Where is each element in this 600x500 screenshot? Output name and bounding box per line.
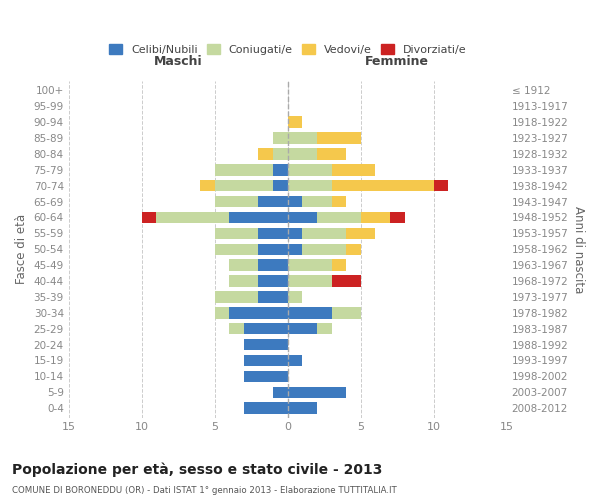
- Bar: [331, 164, 376, 175]
- Bar: [331, 196, 346, 207]
- Bar: [287, 402, 317, 414]
- Y-axis label: Fasce di età: Fasce di età: [15, 214, 28, 284]
- Bar: [215, 164, 273, 175]
- Bar: [259, 260, 287, 271]
- Bar: [244, 339, 287, 350]
- Bar: [317, 132, 361, 144]
- Bar: [287, 291, 302, 302]
- Bar: [215, 196, 259, 207]
- Bar: [215, 228, 259, 239]
- Legend: Celibi/Nubili, Coniugati/e, Vedovi/e, Divorziati/e: Celibi/Nubili, Coniugati/e, Vedovi/e, Di…: [104, 39, 471, 59]
- Bar: [259, 228, 287, 239]
- Bar: [317, 323, 331, 334]
- Bar: [215, 180, 273, 192]
- Bar: [346, 228, 376, 239]
- Bar: [273, 180, 287, 192]
- Bar: [259, 148, 273, 160]
- Bar: [229, 212, 287, 223]
- Bar: [390, 212, 404, 223]
- Bar: [287, 116, 302, 128]
- Bar: [287, 148, 317, 160]
- Bar: [142, 212, 156, 223]
- Bar: [259, 291, 287, 302]
- Text: Maschi: Maschi: [154, 55, 202, 68]
- Bar: [434, 180, 448, 192]
- Bar: [259, 276, 287, 286]
- Text: Femmine: Femmine: [365, 55, 429, 68]
- Bar: [287, 196, 302, 207]
- Bar: [287, 212, 317, 223]
- Bar: [287, 164, 331, 175]
- Text: Popolazione per età, sesso e stato civile - 2013: Popolazione per età, sesso e stato civil…: [12, 462, 382, 477]
- Bar: [302, 196, 331, 207]
- Bar: [156, 212, 229, 223]
- Bar: [287, 307, 331, 318]
- Bar: [287, 132, 317, 144]
- Bar: [346, 244, 361, 255]
- Bar: [244, 370, 287, 382]
- Bar: [229, 276, 259, 286]
- Bar: [317, 148, 346, 160]
- Bar: [331, 180, 434, 192]
- Bar: [244, 323, 287, 334]
- Bar: [287, 386, 346, 398]
- Bar: [200, 180, 215, 192]
- Bar: [273, 148, 287, 160]
- Bar: [287, 323, 317, 334]
- Bar: [287, 354, 302, 366]
- Bar: [215, 244, 259, 255]
- Bar: [244, 402, 287, 414]
- Bar: [273, 132, 287, 144]
- Bar: [229, 260, 259, 271]
- Bar: [302, 244, 346, 255]
- Bar: [302, 228, 346, 239]
- Bar: [331, 307, 361, 318]
- Bar: [287, 244, 302, 255]
- Bar: [259, 244, 287, 255]
- Bar: [287, 260, 331, 271]
- Bar: [361, 212, 390, 223]
- Bar: [287, 228, 302, 239]
- Bar: [229, 323, 244, 334]
- Bar: [331, 260, 346, 271]
- Bar: [259, 196, 287, 207]
- Bar: [244, 354, 287, 366]
- Bar: [273, 386, 287, 398]
- Bar: [331, 276, 361, 286]
- Y-axis label: Anni di nascita: Anni di nascita: [572, 206, 585, 293]
- Bar: [287, 180, 331, 192]
- Bar: [215, 307, 229, 318]
- Bar: [287, 276, 331, 286]
- Bar: [215, 291, 259, 302]
- Bar: [229, 307, 287, 318]
- Bar: [317, 212, 361, 223]
- Bar: [273, 164, 287, 175]
- Text: COMUNE DI BORONEDDU (OR) - Dati ISTAT 1° gennaio 2013 - Elaborazione TUTTITALIA.: COMUNE DI BORONEDDU (OR) - Dati ISTAT 1°…: [12, 486, 397, 495]
